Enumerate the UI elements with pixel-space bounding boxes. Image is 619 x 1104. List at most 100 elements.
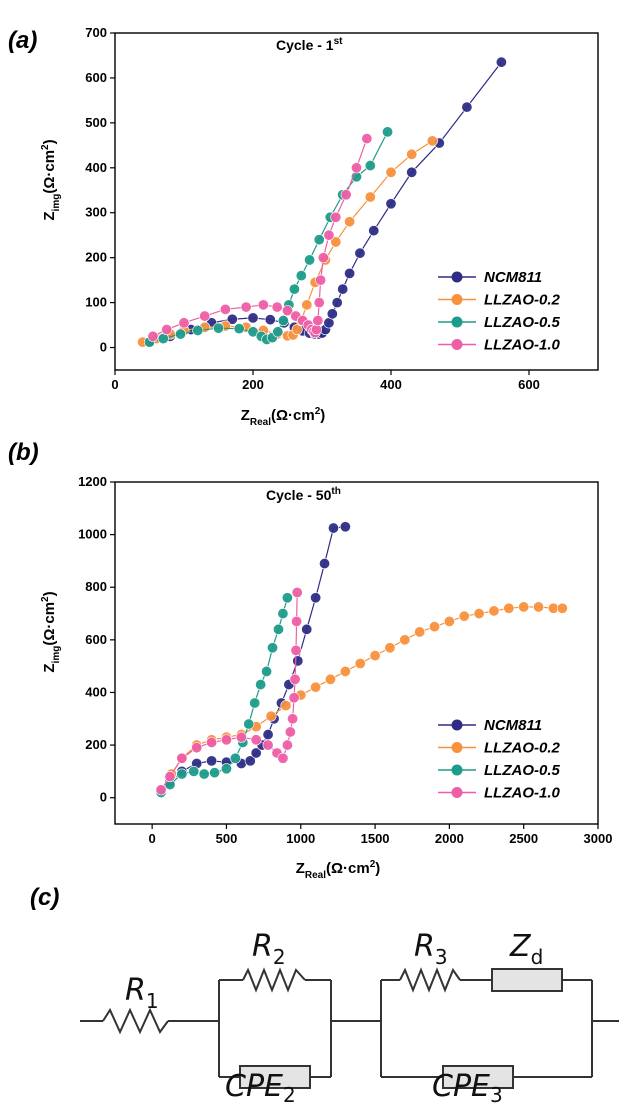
data-point: [443, 615, 455, 627]
parallel-block-1: [218, 980, 332, 1077]
data-point: [277, 608, 289, 620]
data-point: [317, 252, 329, 264]
plot-frame: [114, 481, 599, 825]
data-point: [209, 767, 221, 779]
data-point: [206, 755, 218, 767]
data-point: [384, 642, 396, 654]
legend-marker: [451, 742, 463, 753]
data-point: [406, 148, 418, 160]
x-tick-label: 600: [518, 377, 540, 392]
data-point: [312, 315, 324, 327]
data-point: [284, 726, 296, 738]
data-point: [295, 270, 307, 282]
data-point: [301, 623, 313, 635]
y-tick-label: 800: [85, 579, 107, 594]
data-point: [192, 324, 204, 336]
data-point: [277, 752, 289, 764]
chart-a: Cycle - 1st ZReal(Ω·cm2) Zimg(Ω·cm2) 0 20…: [40, 25, 599, 428]
data-point: [244, 755, 256, 767]
legend-label: NCM811: [484, 717, 542, 734]
data-point: [315, 274, 327, 286]
data-point: [291, 615, 303, 627]
data-point: [243, 718, 255, 730]
chart-a-ylabel: Zimg(Ω·cm2): [40, 139, 62, 220]
data-point: [255, 679, 267, 691]
data-point: [265, 710, 277, 722]
data-point: [340, 189, 352, 201]
data-point: [281, 739, 293, 751]
legend-label: LLZAO-0.5: [484, 314, 560, 331]
data-point: [323, 229, 335, 241]
data-point: [324, 673, 336, 685]
data-point: [339, 665, 351, 677]
chart-b-ylabel: Zimg(Ω·cm2): [40, 591, 62, 672]
y-tick-label: 0: [100, 340, 107, 355]
resistor-r1: [102, 1007, 169, 1035]
r2-label: R2: [252, 929, 286, 969]
data-point: [240, 301, 252, 313]
cpe3-element: [442, 1065, 514, 1089]
data-point: [344, 216, 356, 228]
data-point: [458, 610, 470, 622]
data-point: [271, 301, 283, 313]
data-point: [533, 601, 545, 613]
data-point: [518, 601, 530, 613]
legend-label: LLZAO-1.0: [484, 785, 560, 802]
legend-label: NCM811: [484, 269, 542, 286]
data-point: [220, 734, 232, 746]
data-point: [313, 234, 325, 246]
data-point: [280, 700, 292, 712]
data-point: [206, 736, 218, 748]
x-tick-label: 400: [380, 377, 402, 392]
data-point: [262, 729, 274, 741]
data-point: [361, 133, 373, 145]
data-point: [288, 692, 300, 704]
data-point: [289, 673, 301, 685]
y-tick-label: 400: [85, 684, 107, 699]
chart-b-xlabel: ZReal(Ω·cm2): [296, 859, 381, 881]
y-tick-label: 100: [85, 295, 107, 310]
x-tick-label: 1500: [361, 831, 390, 846]
legend-label: LLZAO-0.2: [484, 740, 560, 757]
data-point: [385, 198, 397, 210]
data-point: [385, 166, 397, 178]
data-point: [344, 267, 356, 279]
data-point: [247, 312, 259, 324]
data-point: [556, 602, 568, 614]
data-point: [330, 211, 342, 223]
x-tick-label: 2000: [435, 831, 464, 846]
data-point: [219, 303, 231, 315]
data-point: [267, 642, 279, 654]
data-point: [191, 742, 203, 754]
data-point: [233, 323, 245, 335]
data-point: [287, 713, 299, 725]
panel-a-label: (a): [8, 27, 37, 54]
data-point: [369, 650, 381, 662]
y-tick-label: 1200: [78, 474, 107, 489]
cpe2-label: CPE2: [225, 1069, 296, 1104]
data-point: [176, 768, 188, 780]
data-point: [399, 634, 411, 646]
y-tick-label: 200: [85, 737, 107, 752]
data-point: [330, 236, 342, 248]
data-point: [235, 731, 247, 743]
data-point: [310, 592, 322, 604]
data-point: [291, 586, 303, 598]
data-point: [250, 734, 262, 746]
legend-marker: [451, 764, 463, 776]
data-point: [229, 752, 241, 764]
resistor-r3: [399, 967, 461, 993]
data-point: [429, 621, 441, 633]
data-point: [406, 166, 418, 178]
data-point: [291, 324, 303, 336]
data-point: [281, 305, 293, 317]
data-point: [310, 324, 322, 336]
x-tick-label: 200: [242, 377, 264, 392]
data-point: [292, 655, 304, 667]
x-tick-label: 0: [111, 377, 118, 392]
legend-marker: [451, 719, 463, 731]
series-line-llzao-0-5: [149, 131, 389, 343]
data-point: [176, 752, 188, 764]
data-point: [249, 697, 261, 709]
